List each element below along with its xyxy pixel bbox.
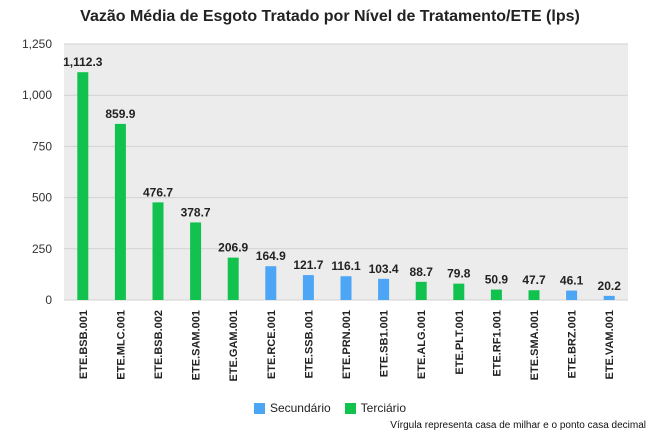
- x-tick-label: ETE.MLC.001: [115, 310, 127, 380]
- bar[interactable]: [340, 276, 352, 300]
- data-label: 378.7: [181, 205, 211, 219]
- footnote: Vírgula representa casa de milhar e o po…: [390, 420, 646, 431]
- x-tick-label: ETE.BSB.002: [153, 310, 165, 379]
- legend-label-terciario: Terciário: [360, 401, 407, 415]
- x-tick-label: ETE.ALG.001: [416, 310, 428, 379]
- legend: Secundário Terciário: [0, 401, 660, 415]
- x-tick-label: ETE.BRZ.001: [567, 310, 579, 378]
- legend-swatch-secundario: [253, 402, 265, 414]
- x-tick-label: ETE.RCE.001: [266, 310, 278, 379]
- bar[interactable]: [227, 257, 239, 300]
- x-tick-label: ETE.RF1.001: [491, 310, 503, 377]
- data-label: 50.9: [485, 273, 509, 287]
- data-label: 20.2: [598, 279, 622, 293]
- bar[interactable]: [566, 290, 578, 300]
- bar[interactable]: [528, 290, 540, 300]
- legend-label-secundario: Secundário: [269, 401, 331, 415]
- data-label: 47.7: [522, 273, 546, 287]
- data-label: 164.9: [256, 249, 286, 263]
- data-label: 103.4: [369, 262, 399, 276]
- x-tick-label: ETE.SAM.001: [191, 310, 203, 380]
- data-labels: 1,112.3 859.9 476.7 378.7 206.9 164.9 121.7 116…: [63, 55, 621, 293]
- bar[interactable]: [415, 281, 427, 300]
- legend-item-terciario[interactable]: Terciário: [344, 401, 407, 415]
- data-label: 859.9: [105, 107, 135, 121]
- legend-item-secundario[interactable]: Secundário: [253, 401, 331, 415]
- bar[interactable]: [378, 278, 390, 300]
- bar[interactable]: [190, 222, 202, 300]
- y-tick-label: 750: [32, 139, 52, 153]
- data-label: 46.1: [560, 274, 584, 288]
- x-tick-label: ETE.SSB.001: [303, 310, 315, 378]
- y-tick-label: 500: [32, 191, 52, 205]
- bar[interactable]: [490, 289, 502, 300]
- x-tick-label: ETE.PLT.001: [454, 310, 466, 375]
- data-label: 88.7: [410, 265, 434, 279]
- bar[interactable]: [265, 266, 277, 300]
- y-tick-label: 1,000: [22, 88, 52, 102]
- x-tick-label: ETE.BSB.001: [78, 310, 90, 379]
- bars: [77, 72, 615, 300]
- x-tick-label: ETE.SMA.001: [529, 310, 541, 380]
- x-axis-ticks: ETE.BSB.001 ETE.MLC.001 ETE.BSB.002 ETE.SAM…: [78, 310, 616, 382]
- data-label: 121.7: [293, 258, 323, 272]
- bar[interactable]: [152, 202, 164, 300]
- x-tick-label: ETE.VAM.001: [604, 310, 616, 380]
- data-label: 79.8: [447, 267, 471, 281]
- data-label: 1,112.3: [63, 55, 103, 69]
- data-label: 116.1: [331, 259, 361, 273]
- bar[interactable]: [77, 72, 89, 300]
- bar[interactable]: [453, 283, 465, 300]
- y-tick-label: 1,250: [22, 37, 52, 51]
- x-tick-label: ETE.PRN.001: [341, 310, 353, 379]
- data-label: 476.7: [143, 185, 173, 199]
- y-tick-label: 0: [45, 293, 52, 307]
- y-axis-ticks: 0 250 500 750 1,000 1,250: [22, 37, 52, 307]
- x-tick-label: ETE.SB1.001: [379, 310, 391, 377]
- bar[interactable]: [603, 295, 615, 300]
- x-tick-label: ETE.GAM.001: [228, 310, 240, 382]
- legend-swatch-terciario: [344, 402, 356, 414]
- data-label: 206.9: [218, 241, 248, 255]
- chart-title: Vazão Média de Esgoto Tratado por Nível …: [80, 8, 580, 25]
- bar[interactable]: [302, 275, 314, 300]
- y-tick-label: 250: [32, 242, 52, 256]
- bar[interactable]: [114, 123, 126, 300]
